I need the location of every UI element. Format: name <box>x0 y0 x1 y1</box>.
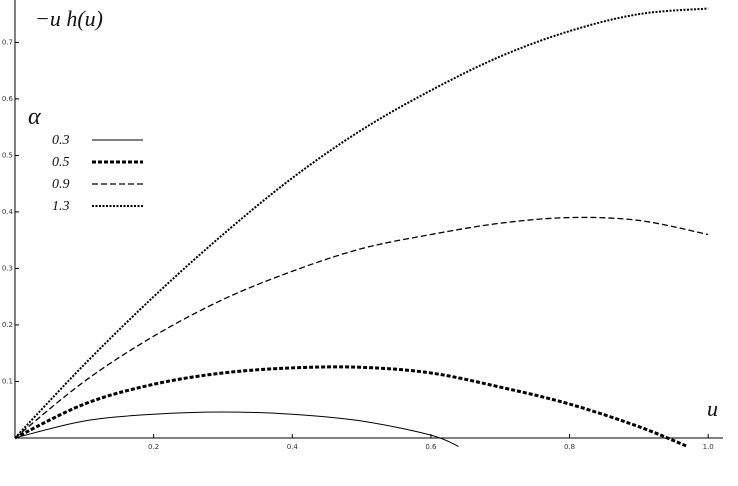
legend-label: 0.9 <box>52 177 70 192</box>
line <box>14 365 688 448</box>
y-tick-label: 0.7 <box>2 38 13 46</box>
legend-label: 0.5 <box>52 155 70 170</box>
y-tick-label: 0.1 <box>2 377 13 385</box>
legend-title: α <box>28 104 41 130</box>
y-tick-label: 0.4 <box>2 208 14 216</box>
x-tick-label: 0.6 <box>425 443 437 451</box>
line <box>14 7 709 439</box>
legend-label: 0.3 <box>52 133 70 148</box>
y-tick-label: 0.3 <box>2 264 13 272</box>
legend-label: 1.3 <box>52 199 70 214</box>
x-tick-label: 0.8 <box>564 443 575 451</box>
y-axis-label: −u h(u) <box>35 6 103 31</box>
line <box>14 216 709 439</box>
x-tick-label: 0.4 <box>287 443 299 451</box>
y-tick-label: 0.2 <box>2 321 13 329</box>
line <box>14 411 459 447</box>
y-tick-label: 0.6 <box>2 95 14 103</box>
x-tick-label: 1.0 <box>703 443 714 451</box>
x-axis-label: u <box>707 396 718 421</box>
y-tick-label: 0.5 <box>2 151 13 159</box>
x-tick-label: 0.2 <box>148 443 159 451</box>
